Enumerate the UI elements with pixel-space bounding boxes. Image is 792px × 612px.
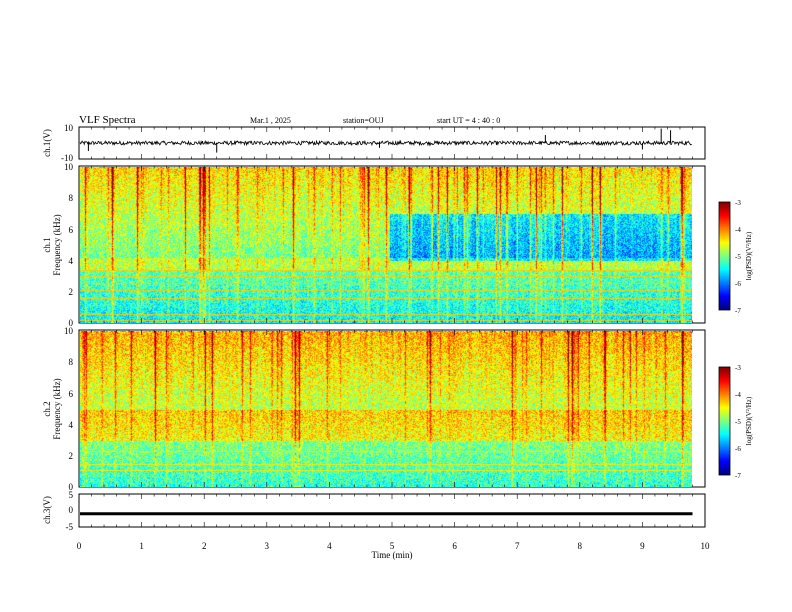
- ch2-spectrogram-yticks: 0 2 4 6 8 10: [64, 326, 74, 492]
- ch1-spec-ytick-2: 2: [69, 287, 74, 297]
- xtick-0: 0: [77, 541, 82, 551]
- ch2-spec-ytick-4: 4: [69, 420, 74, 430]
- xtick-2: 2: [202, 541, 207, 551]
- start-time-label: start UT = 4 : 40 : 0: [437, 116, 500, 125]
- ch2-spec-ytick-2: 2: [69, 451, 74, 461]
- ch1-cbar-tick-m5: -5: [735, 253, 741, 261]
- xtick-5: 5: [390, 541, 395, 551]
- ch2-colorbar: [719, 367, 730, 475]
- ch1-cbar-tick-m6: -6: [735, 280, 741, 288]
- ch1-spectrogram-panel: 0 2 4 6 8 10 ch.1 Frequency (kHz) -3 -4 …: [42, 162, 753, 328]
- ch1-spec-ytick-0: 0: [69, 318, 74, 328]
- ch2-spec-ylabel: Frequency (kHz): [52, 378, 62, 439]
- xtick-3: 3: [265, 541, 270, 551]
- ch2-cbar-tick-m7: -7: [735, 472, 741, 480]
- xtick-6: 6: [452, 541, 457, 551]
- ch2-spec-ytick-10: 10: [64, 326, 74, 336]
- ch2-spectrogram-image: [80, 331, 692, 487]
- ch2-colorbar-label: log(PSD)(V²/Hz): [745, 396, 753, 445]
- x-axis-label: Time (min): [372, 550, 413, 560]
- ch1-waveform-panel: 10 -10 ch.1(V): [42, 123, 706, 163]
- xtick-9: 9: [640, 541, 645, 551]
- ch3-ytick-bottom: -5: [66, 522, 74, 532]
- ch2-spectrogram-panel: 0 2 4 6 8 10 ch.2 Frequency (kHz) -3 -4 …: [42, 326, 753, 492]
- xtick-7: 7: [515, 541, 520, 551]
- ch2-cbar-tick-m6: -6: [735, 445, 741, 453]
- ch2-colorbar-frame: [718, 366, 731, 476]
- ch1-spec-ytick-4: 4: [69, 256, 74, 266]
- xtick-4: 4: [327, 541, 332, 551]
- ch1-waveform-spikes: [87, 128, 672, 153]
- ch2-spec-channel-label: ch.2: [42, 401, 52, 416]
- axis-tick-marks: [78, 127, 706, 527]
- ch1-cbar-tick-m3: -3: [735, 199, 741, 207]
- xtick-1: 1: [139, 541, 144, 551]
- ch1-spec-ytick-8: 8: [69, 193, 74, 203]
- ch1-colorbar: [719, 202, 730, 310]
- ch2-cbar-tick-m4: -4: [735, 391, 741, 399]
- ch1-colorbar-label: log(PSD)(V²/Hz): [745, 231, 753, 280]
- figure-title: VLF Spectra: [79, 114, 136, 126]
- ch3-ytick-mid: 0: [69, 505, 74, 515]
- ch2-spec-ytick-8: 8: [69, 357, 74, 367]
- ch2-spec-ytick-6: 6: [69, 389, 74, 399]
- ch1-cbar-tick-m4: -4: [735, 226, 741, 234]
- ch3-ylabel: ch.3(V): [42, 496, 52, 524]
- ch1-spec-ylabel: Frequency (kHz): [52, 214, 62, 275]
- date-label: Mar.1 , 2025: [250, 116, 291, 125]
- ch3-waveform-panel: 5 0 -5 ch.3(V): [42, 490, 706, 532]
- xtick-8: 8: [578, 541, 583, 551]
- ch3-waveform-frame: [78, 493, 706, 528]
- ch1-cbar-tick-m7: -7: [735, 307, 741, 315]
- ch1-ylabel: ch.1(V): [42, 129, 52, 157]
- ch1-spectrogram-image: [80, 167, 692, 323]
- ch2-spec-ytick-0: 0: [69, 482, 74, 492]
- ch2-cbar-tick-m5: -5: [735, 418, 741, 426]
- ch1-ytick-top: 10: [64, 123, 74, 133]
- x-axis: 0 1 2 3 4 5 6 7 8 9 10 Time (min): [77, 541, 710, 560]
- ch1-spec-channel-label: ch.1: [42, 237, 52, 252]
- xtick-10: 10: [701, 541, 711, 551]
- station-label: station=OUJ: [343, 116, 384, 125]
- ch3-ytick-top: 5: [69, 490, 74, 500]
- ch1-colorbar-frame: [718, 201, 731, 311]
- ch1-ytick-bottom: -10: [61, 153, 73, 163]
- ch1-spec-ytick-6: 6: [69, 225, 74, 235]
- ch2-cbar-tick-m3: -3: [735, 364, 741, 372]
- ch1-waveform-trace: [79, 139, 692, 147]
- ch1-spectrogram-yticks: 0 2 4 6 8 10: [64, 162, 74, 328]
- ch1-spec-ytick-10: 10: [64, 162, 74, 172]
